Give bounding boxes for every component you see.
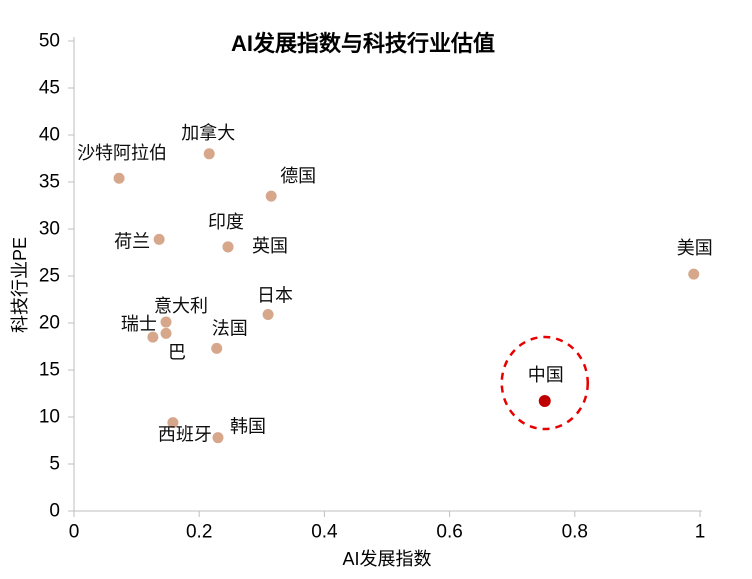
y-tick-label: 35 (39, 172, 60, 193)
y-tick-label: 40 (39, 125, 60, 146)
point-label-italy: 意大利 (154, 296, 208, 316)
point-label-china: 中国 (528, 365, 564, 385)
x-tick-label: 1 (695, 522, 706, 543)
data-point-china (538, 395, 551, 408)
x-tick-label: 0 (69, 522, 80, 543)
data-point-brazil (160, 327, 172, 339)
highlight-circle-china (500, 335, 590, 431)
x-axis-title: AI发展指数 (342, 549, 432, 569)
data-point-spain (167, 417, 179, 429)
data-point-uk (222, 241, 234, 253)
y-tick-label: 20 (39, 313, 60, 334)
point-label-germany: 德国 (280, 166, 316, 186)
x-tick-label: 0.2 (186, 522, 212, 543)
data-point-germany (265, 190, 277, 202)
y-tick-label: 10 (39, 407, 60, 428)
point-label-brazil: 巴 (168, 342, 186, 362)
x-tick-label: 0.6 (436, 522, 462, 543)
point-label-india: 印度 (208, 212, 244, 232)
data-point-italy (160, 316, 172, 328)
x-tick-label: 0.8 (562, 522, 588, 543)
data-point-usa (688, 268, 700, 280)
data-point-france (211, 342, 223, 354)
point-label-switzerland: 瑞士 (121, 314, 157, 334)
point-label-spain: 西班牙 (158, 425, 212, 445)
point-label-uk: 英国 (252, 236, 288, 256)
y-tick-label: 5 (49, 454, 60, 475)
data-point-south-korea (212, 432, 224, 444)
point-label-netherlands: 荷兰 (114, 231, 150, 251)
y-tick-label: 45 (39, 78, 60, 99)
y-tick-label: 25 (39, 266, 60, 287)
point-label-saudi-arabia: 沙特阿拉伯 (77, 143, 167, 163)
data-point-switzerland (147, 331, 159, 343)
point-label-usa: 美国 (677, 238, 713, 258)
point-label-france: 法国 (212, 318, 248, 338)
y-tick-label: 0 (49, 501, 60, 522)
y-tick-label: 15 (39, 360, 60, 381)
data-point-saudi-arabia (113, 172, 125, 184)
y-tick-label: 30 (39, 219, 60, 240)
point-label-canada: 加拿大 (181, 122, 235, 143)
x-tick-label: 0.4 (311, 522, 338, 543)
data-point-japan (262, 309, 274, 321)
y-tick-label: 50 (39, 31, 60, 52)
data-point-netherlands (153, 233, 165, 245)
data-point-canada (203, 148, 215, 160)
chart-title: AI发展指数与科技行业估值 (230, 31, 495, 56)
point-label-japan: 日本 (257, 286, 293, 306)
point-label-south-korea: 韩国 (230, 417, 266, 437)
